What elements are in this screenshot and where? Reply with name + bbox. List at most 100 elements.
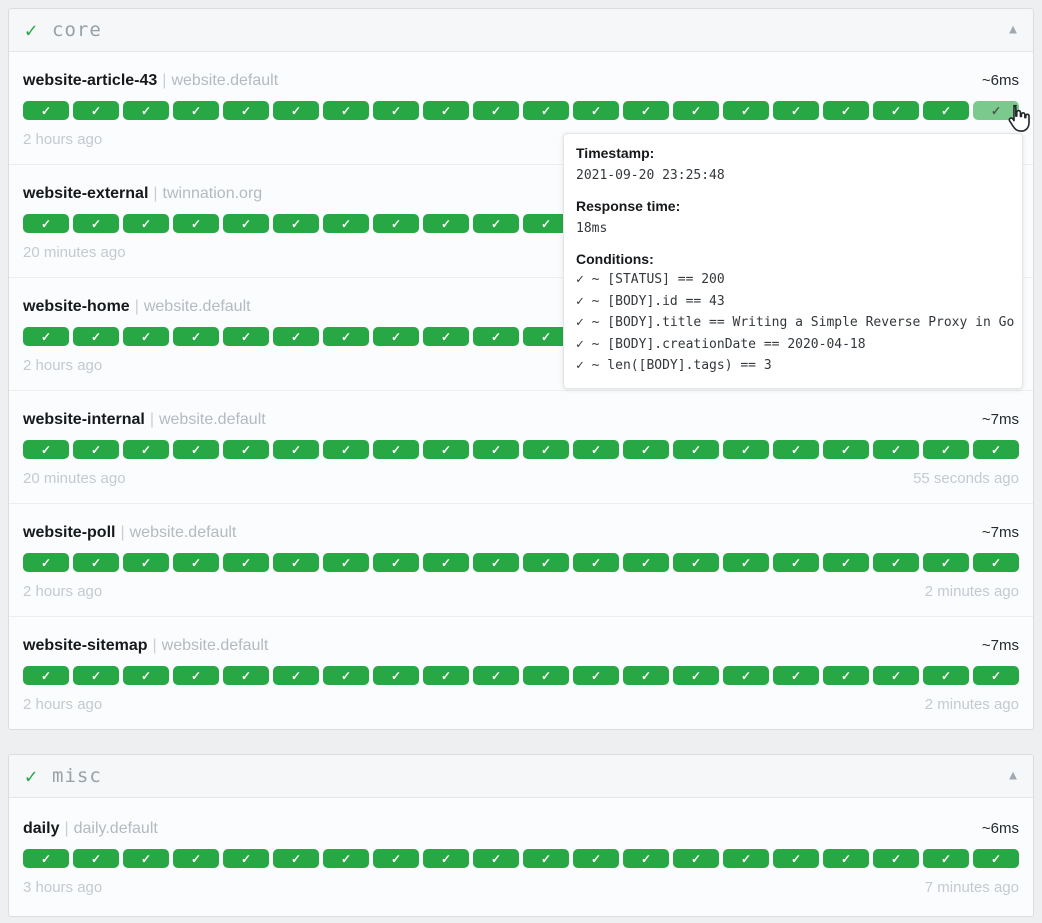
- status-badge-success[interactable]: ✓: [323, 214, 369, 233]
- status-badge-success[interactable]: ✓: [73, 101, 119, 120]
- status-badge-success[interactable]: ✓: [923, 553, 969, 572]
- status-badge-success[interactable]: ✓: [573, 440, 619, 459]
- status-badge-success[interactable]: ✓: [323, 666, 369, 685]
- status-badge-success[interactable]: ✓: [773, 666, 819, 685]
- status-badge-success[interactable]: ✓: [473, 101, 519, 120]
- status-badge-success[interactable]: ✓: [373, 849, 419, 868]
- status-badge-success[interactable]: ✓: [973, 553, 1019, 572]
- status-badge-success[interactable]: ✓: [323, 101, 369, 120]
- status-badge-success[interactable]: ✓: [923, 849, 969, 868]
- status-badge-success[interactable]: ✓: [123, 327, 169, 346]
- status-badge-success[interactable]: ✓: [323, 553, 369, 572]
- status-badge-success[interactable]: ✓: [923, 440, 969, 459]
- status-badge-success[interactable]: ✓: [673, 553, 719, 572]
- status-badge-success[interactable]: ✓: [223, 666, 269, 685]
- status-badge-success[interactable]: ✓: [923, 101, 969, 120]
- status-badge-success[interactable]: ✓: [923, 666, 969, 685]
- status-badge-success[interactable]: ✓: [123, 214, 169, 233]
- status-badge-success[interactable]: ✓: [473, 440, 519, 459]
- status-badge-success[interactable]: ✓: [523, 553, 569, 572]
- status-badge-success[interactable]: ✓: [423, 101, 469, 120]
- status-badge-success[interactable]: ✓: [23, 327, 69, 346]
- status-badge-success[interactable]: ✓: [773, 849, 819, 868]
- status-badge-success[interactable]: ✓: [873, 440, 919, 459]
- status-badge-success[interactable]: ✓: [623, 101, 669, 120]
- status-badge-success[interactable]: ✓: [423, 214, 469, 233]
- status-badge-success[interactable]: ✓: [823, 440, 869, 459]
- status-badge-success[interactable]: ✓: [973, 849, 1019, 868]
- status-badge-success[interactable]: ✓: [373, 553, 419, 572]
- status-badge-success[interactable]: ✓: [223, 214, 269, 233]
- status-badge-success[interactable]: ✓: [223, 327, 269, 346]
- status-badge-success[interactable]: ✓: [823, 666, 869, 685]
- status-badge-success[interactable]: ✓: [523, 849, 569, 868]
- status-badge-success[interactable]: ✓: [173, 101, 219, 120]
- status-badge-success[interactable]: ✓: [823, 553, 869, 572]
- status-badge-success[interactable]: ✓: [73, 849, 119, 868]
- status-badge-success[interactable]: ✓: [373, 666, 419, 685]
- status-badge-success[interactable]: ✓: [673, 666, 719, 685]
- status-badge-success[interactable]: ✓: [273, 849, 319, 868]
- group-header[interactable]: ✓ core ▲: [9, 9, 1033, 52]
- status-badge-success[interactable]: ✓: [123, 440, 169, 459]
- status-badge-success[interactable]: ✓: [273, 666, 319, 685]
- status-badge-success[interactable]: ✓: [23, 666, 69, 685]
- status-badge-success[interactable]: ✓: [473, 849, 519, 868]
- status-badge-success[interactable]: ✓: [173, 553, 219, 572]
- status-badge-success[interactable]: ✓: [723, 553, 769, 572]
- status-badge-success[interactable]: ✓: [873, 666, 919, 685]
- group-header[interactable]: ✓ misc ▲: [9, 755, 1033, 798]
- status-badge-success[interactable]: ✓: [23, 214, 69, 233]
- status-badge-success[interactable]: ✓: [273, 553, 319, 572]
- status-badge-success[interactable]: ✓: [23, 553, 69, 572]
- status-badge-success[interactable]: ✓: [273, 440, 319, 459]
- status-badge-success[interactable]: ✓: [623, 440, 669, 459]
- status-badge-success[interactable]: ✓: [23, 849, 69, 868]
- status-badge-success[interactable]: ✓: [23, 101, 69, 120]
- status-badge-success[interactable]: ✓: [623, 666, 669, 685]
- status-badge-success[interactable]: ✓: [673, 101, 719, 120]
- status-badge-success[interactable]: ✓: [423, 327, 469, 346]
- status-badge-success[interactable]: ✓: [73, 553, 119, 572]
- status-badge-success[interactable]: ✓: [173, 666, 219, 685]
- status-badge-success[interactable]: ✓: [773, 553, 819, 572]
- status-badge-success[interactable]: ✓: [223, 849, 269, 868]
- status-badge-success[interactable]: ✓: [373, 440, 419, 459]
- status-badge-success[interactable]: ✓: [973, 666, 1019, 685]
- status-badge-success[interactable]: ✓: [323, 849, 369, 868]
- status-badge-success[interactable]: ✓: [73, 666, 119, 685]
- status-badge-success[interactable]: ✓: [723, 440, 769, 459]
- status-badge-success[interactable]: ✓: [223, 101, 269, 120]
- status-badge-success[interactable]: ✓: [523, 440, 569, 459]
- status-badge-success[interactable]: ✓: [473, 553, 519, 572]
- status-badge-success[interactable]: ✓: [873, 849, 919, 868]
- status-badge-success[interactable]: ✓: [123, 553, 169, 572]
- status-badge-success[interactable]: ✓: [73, 440, 119, 459]
- status-badge-success[interactable]: ✓: [473, 214, 519, 233]
- status-badge-success[interactable]: ✓: [773, 101, 819, 120]
- status-badge-success[interactable]: ✓: [223, 440, 269, 459]
- status-badge-success[interactable]: ✓: [273, 101, 319, 120]
- status-badge-success[interactable]: ✓: [223, 553, 269, 572]
- status-badge-success[interactable]: ✓: [473, 327, 519, 346]
- status-badge-success[interactable]: ✓: [23, 440, 69, 459]
- status-badge-success[interactable]: ✓: [623, 553, 669, 572]
- status-badge-success[interactable]: ✓: [423, 440, 469, 459]
- status-badge-success[interactable]: ✓: [123, 849, 169, 868]
- status-badge-success[interactable]: ✓: [73, 214, 119, 233]
- status-badge-success[interactable]: ✓: [823, 849, 869, 868]
- status-badge-success[interactable]: ✓: [423, 553, 469, 572]
- status-badge-success[interactable]: ✓: [573, 666, 619, 685]
- status-badge-success-hovered[interactable]: ✓: [973, 101, 1019, 120]
- status-badge-success[interactable]: ✓: [423, 849, 469, 868]
- status-badge-success[interactable]: ✓: [373, 214, 419, 233]
- status-badge-success[interactable]: ✓: [373, 101, 419, 120]
- status-badge-success[interactable]: ✓: [573, 553, 619, 572]
- status-badge-success[interactable]: ✓: [523, 101, 569, 120]
- status-badge-success[interactable]: ✓: [573, 101, 619, 120]
- status-badge-success[interactable]: ✓: [523, 327, 569, 346]
- status-badge-success[interactable]: ✓: [273, 327, 319, 346]
- status-badge-success[interactable]: ✓: [73, 327, 119, 346]
- status-badge-success[interactable]: ✓: [723, 666, 769, 685]
- status-badge-success[interactable]: ✓: [273, 214, 319, 233]
